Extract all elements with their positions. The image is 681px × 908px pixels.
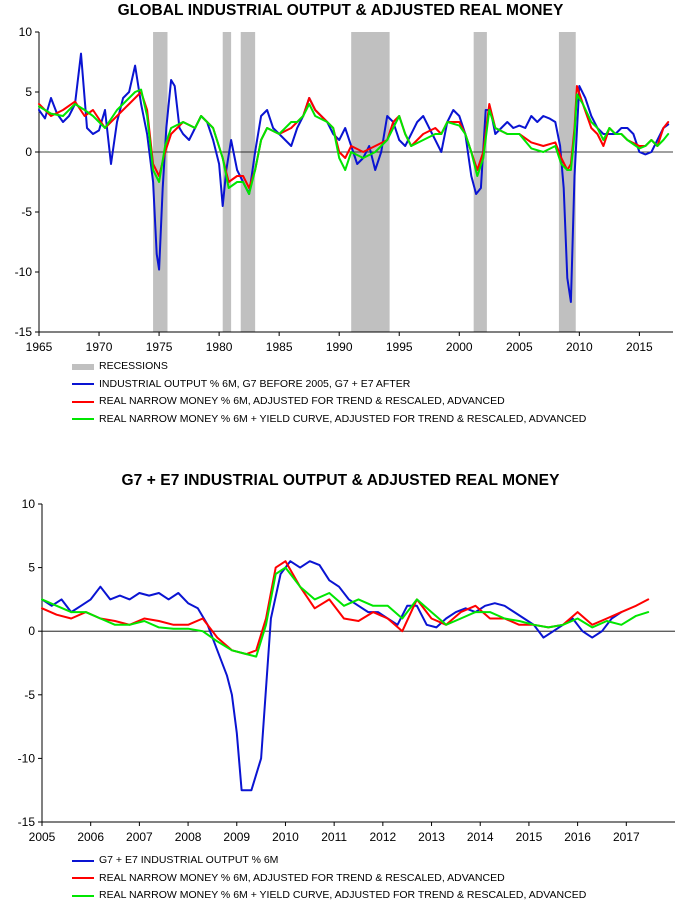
recession-band [558, 32, 576, 332]
y-tick-label: 5 [28, 561, 35, 575]
legend-swatch-money-yield-curve [72, 894, 94, 897]
x-tick-label: 1970 [86, 340, 113, 354]
x-tick-label: 2015 [516, 830, 543, 844]
x-tick-label: 2010 [566, 340, 593, 354]
legend-label: RECESSIONS [99, 360, 168, 372]
legend-label: G7 + E7 INDUSTRIAL OUTPUT % 6M [99, 854, 279, 866]
x-tick-label: 1985 [266, 340, 293, 354]
y-tick-label: 0 [28, 624, 35, 638]
x-tick-label: 1980 [206, 340, 233, 354]
x-tick-label: 2013 [418, 830, 445, 844]
legend-label: REAL NARROW MONEY % 6M, ADJUSTED FOR TRE… [99, 871, 505, 884]
y-tick-label: -5 [21, 205, 32, 219]
recession-band [351, 32, 390, 332]
x-tick-label: 2005 [506, 340, 533, 354]
legend-label: REAL NARROW MONEY % 6M, ADJUSTED FOR TRE… [99, 395, 505, 407]
x-tick-label: 1965 [26, 340, 53, 354]
x-tick-label: 2012 [369, 830, 396, 844]
y-tick-label: -10 [15, 265, 33, 279]
y-tick-label: 10 [22, 497, 36, 511]
x-tick-label: 2014 [467, 830, 494, 844]
x-tick-label: 2010 [272, 830, 299, 844]
y-tick-label: -10 [18, 751, 36, 765]
x-tick-label: 2016 [564, 830, 591, 844]
x-tick-label: 2005 [29, 830, 56, 844]
y-tick-label: -15 [15, 325, 33, 339]
legend-swatch-industrial [72, 859, 94, 862]
legend-swatch-money-yield-curve [72, 418, 94, 421]
legend-item-recessions: RECESSIONS [72, 358, 586, 376]
real-money-yield-curve-line [38, 88, 670, 195]
y-tick-label: 10 [19, 25, 33, 39]
x-tick-label: 2008 [175, 830, 202, 844]
y-tick-label: 5 [25, 85, 32, 99]
real-money-line [41, 560, 650, 656]
legend-swatch-recessions [72, 363, 94, 370]
legend-label: INDUSTRIAL OUTPUT % 6M, G7 BEFORE 2005, … [99, 377, 411, 390]
legend-item-money: REAL NARROW MONEY % 6M, ADJUSTED FOR TRE… [72, 870, 586, 888]
y-tick-label: -5 [24, 688, 35, 702]
y-tick-label: -15 [18, 815, 36, 829]
legend-item-money: REAL NARROW MONEY % 6M, ADJUSTED FOR TRE… [72, 393, 586, 411]
x-tick-label: 1975 [146, 340, 173, 354]
legend-item-money-yield-curve: REAL NARROW MONEY % 6M + YIELD CURVE, AD… [72, 887, 586, 905]
chart-title: G7 + E7 INDUSTRIAL OUTPUT & ADJUSTED REA… [121, 472, 560, 489]
chart-title: GLOBAL INDUSTRIAL OUTPUT & ADJUSTED REAL… [117, 2, 564, 19]
recession-band [240, 32, 256, 332]
industrial-output-line [41, 560, 623, 792]
chart-g7-e7-industrial-output: G7 + E7 INDUSTRIAL OUTPUT & ADJUSTED REA… [0, 462, 681, 908]
legend-label: REAL NARROW MONEY % 6M + YIELD CURVE, AD… [99, 889, 587, 901]
chart-global-industrial-output: GLOBAL INDUSTRIAL OUTPUT & ADJUSTED REAL… [0, 0, 681, 440]
x-tick-label: 1990 [326, 340, 353, 354]
x-tick-label: 2006 [77, 830, 104, 844]
legend: G7 + E7 INDUSTRIAL OUTPUT % 6M REAL NARR… [72, 852, 586, 905]
x-tick-label: 2015 [626, 340, 653, 354]
x-tick-label: 2017 [613, 830, 640, 844]
y-tick-label: 0 [25, 145, 32, 159]
x-tick-label: 1995 [386, 340, 413, 354]
legend-swatch-money [72, 877, 94, 880]
recession-band [153, 32, 168, 332]
x-tick-label: 2011 [321, 830, 347, 844]
legend-item-industrial: G7 + E7 INDUSTRIAL OUTPUT % 6M [72, 852, 586, 870]
x-tick-label: 2000 [446, 340, 473, 354]
legend-swatch-industrial [72, 383, 94, 386]
real-money-yield-curve-line [41, 566, 650, 658]
legend: RECESSIONS INDUSTRIAL OUTPUT % 6M, G7 BE… [72, 358, 586, 428]
legend-label: REAL NARROW MONEY % 6M + YIELD CURVE, AD… [99, 412, 587, 425]
x-tick-label: 2009 [223, 830, 250, 844]
legend-swatch-money [72, 400, 94, 403]
legend-item-industrial: INDUSTRIAL OUTPUT % 6M, G7 BEFORE 2005, … [72, 376, 586, 394]
legend-item-money-yield-curve: REAL NARROW MONEY % 6M + YIELD CURVE, AD… [72, 411, 586, 429]
x-tick-label: 2007 [126, 830, 153, 844]
